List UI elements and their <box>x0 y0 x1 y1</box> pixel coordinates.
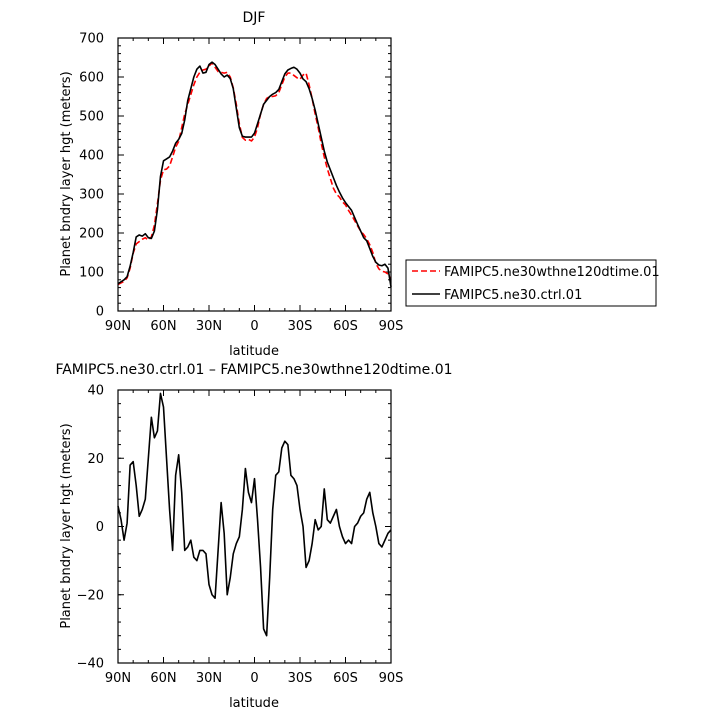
upper-y-tick-label: 300 <box>79 188 104 203</box>
legend: FAMIPC5.ne30wthne120dtime.01 FAMIPC5.ne3… <box>405 259 660 307</box>
upper-x-tick-label: 90S <box>379 319 404 334</box>
lower-y-tick-label: −40 <box>77 657 104 672</box>
lower-x-tick-label: 90S <box>379 671 404 686</box>
lower-title: FAMIPC5.ne30.ctrl.01 – FAMIPC5.ne30wthne… <box>55 362 452 378</box>
lower-y-axis-label: Planet bndry layer hgt (meters) <box>59 423 74 628</box>
lower-y-tick-label: −20 <box>77 588 104 603</box>
lower-x-tick-label: 60S <box>333 671 358 686</box>
upper-x-tick-label: 30S <box>288 319 313 334</box>
upper-series-line-1 <box>117 62 392 286</box>
lower-x-tick-label: 60N <box>150 671 176 686</box>
upper-x-tick-label: 0 <box>250 319 258 334</box>
upper-y-tick-label: 0 <box>96 305 104 320</box>
lower-x-tick-label: 30N <box>196 671 222 686</box>
upper-plot-frame <box>117 37 392 312</box>
upper-y-tick-label: 600 <box>79 71 104 86</box>
lower-x-tick-label: 0 <box>250 671 258 686</box>
upper-panel: DJF 90N 60N 30N 0 30S 60S 90S 0 100 200 300 400 500 6… <box>59 10 660 359</box>
lower-panel: FAMIPC5.ne30.ctrl.01 – FAMIPC5.ne30wthne… <box>55 362 452 711</box>
legend-label-ne30: FAMIPC5.ne30.ctrl.01 <box>444 288 582 303</box>
upper-x-axis-label: latitude <box>229 344 279 359</box>
upper-y-axis-label: Planet bndry layer hgt (meters) <box>59 71 74 276</box>
upper-y-tick-label: 500 <box>79 110 104 125</box>
lower-y-tick-label: 20 <box>87 452 104 467</box>
legend-box <box>405 259 657 307</box>
lower-x-tick-label: 30S <box>288 671 313 686</box>
upper-title: DJF <box>243 10 266 26</box>
upper-x-tick-label: 60S <box>333 319 358 334</box>
lower-y-tick-label: 0 <box>96 520 104 535</box>
upper-y-tick-label: 100 <box>79 266 104 281</box>
upper-y-tick-label: 200 <box>79 227 104 242</box>
upper-x-tick-label: 60N <box>150 319 176 334</box>
upper-x-tick-label: 30N <box>196 319 222 334</box>
upper-x-tick-label: 90N <box>105 319 131 334</box>
lower-plot-frame <box>117 389 392 664</box>
legend-label-ne120: FAMIPC5.ne30wthne120dtime.01 <box>444 265 660 280</box>
upper-series-line-2 <box>117 61 392 287</box>
lower-series-line-1 <box>117 392 392 637</box>
lower-x-axis-label: latitude <box>229 696 279 711</box>
upper-y-tick-label: 400 <box>79 149 104 164</box>
lower-x-tick-label: 90N <box>105 671 131 686</box>
lower-y-tick-label: 40 <box>87 384 104 399</box>
upper-y-tick-label: 700 <box>79 32 104 47</box>
